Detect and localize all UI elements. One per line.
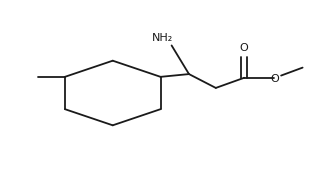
- Text: O: O: [240, 43, 249, 53]
- Text: O: O: [270, 74, 279, 84]
- Text: NH₂: NH₂: [152, 33, 173, 43]
